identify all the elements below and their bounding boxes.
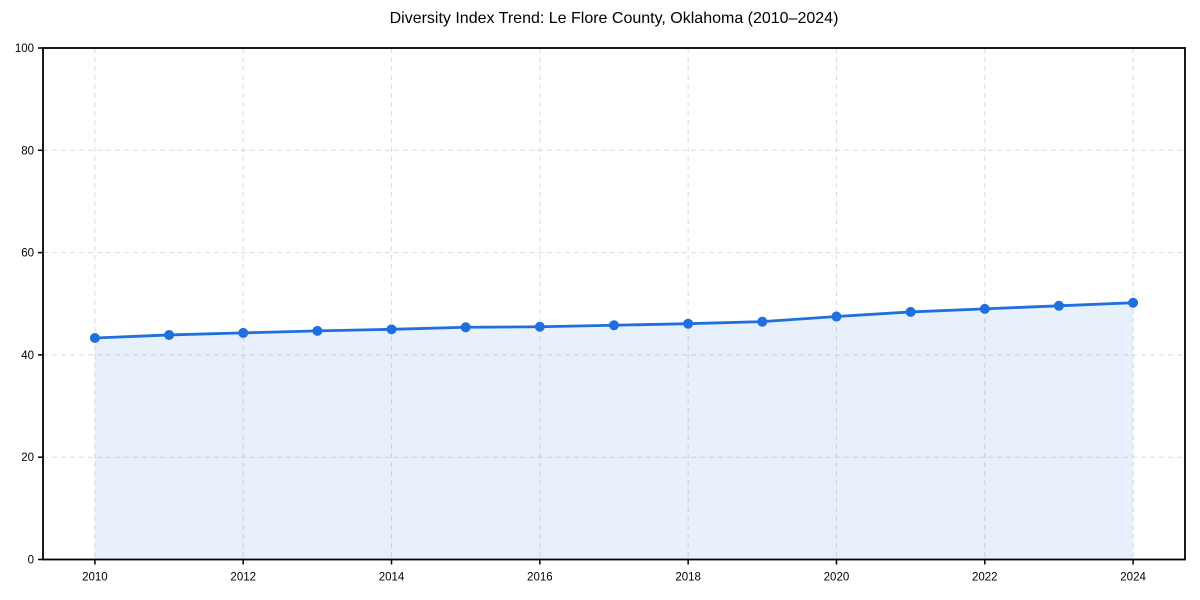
x-tick-label: 2010 (82, 572, 108, 584)
data-point (831, 311, 842, 322)
data-point (534, 321, 545, 332)
data-point (905, 306, 916, 317)
y-tick-label: 20 (21, 452, 34, 464)
data-point (1128, 297, 1139, 308)
data-point (238, 327, 249, 338)
data-point (460, 322, 471, 333)
y-tick-label: 0 (28, 555, 34, 567)
x-tick-label: 2020 (824, 572, 850, 584)
data-point (312, 325, 323, 336)
y-tick-label: 100 (15, 43, 34, 55)
data-point (757, 316, 768, 327)
x-tick-label: 2018 (675, 572, 701, 584)
data-point (164, 329, 175, 340)
x-tick-label: 2024 (1120, 572, 1146, 584)
data-point (979, 303, 990, 314)
data-point (386, 324, 397, 335)
y-tick-label: 40 (21, 350, 34, 362)
x-tick-label: 2022 (972, 572, 998, 584)
data-point (609, 320, 619, 331)
data-point (1053, 300, 1064, 311)
x-tick-label: 2012 (230, 572, 256, 584)
y-tick-label: 80 (21, 145, 34, 157)
data-point (683, 318, 694, 329)
x-tick-label: 2014 (379, 572, 405, 584)
x-tick-label: 2016 (527, 572, 553, 584)
plot-border (42, 47, 1186, 561)
area-fill (94, 302, 1134, 560)
data-point (89, 333, 100, 344)
chart-title: Diversity Index Trend: Le Flore County, … (389, 10, 839, 27)
y-tick-label: 60 (21, 248, 34, 260)
